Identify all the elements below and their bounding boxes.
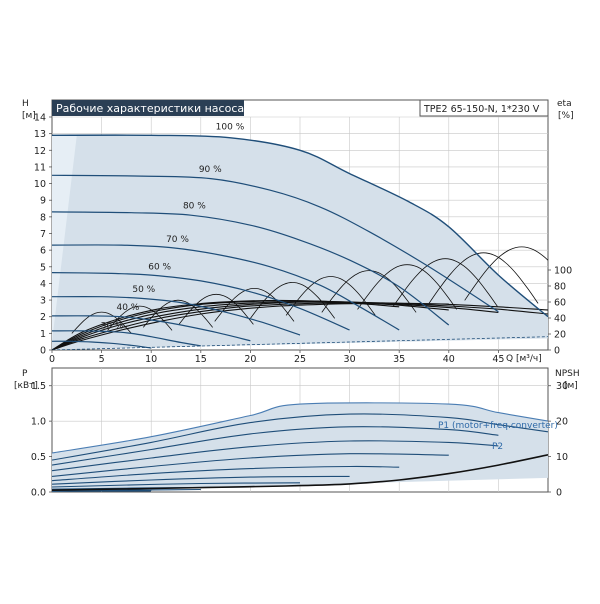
y-tick-label: 2 <box>40 312 46 323</box>
y-tick-label: 0 <box>40 346 46 357</box>
x-tick-label: 10 <box>145 354 157 365</box>
y2-tick-label: 20 <box>554 330 566 341</box>
speed-label-8: 30 % <box>101 321 124 331</box>
pump-curve-panel: 100 %90 %80 %70 %60 %50 %40 %30 % 012345… <box>22 99 579 365</box>
y-tick-label: 9 <box>40 196 46 207</box>
x-tick-label: 35 <box>393 354 405 365</box>
y-tick-label: 11 <box>34 162 46 173</box>
y2-tick-label: 40 <box>554 314 566 325</box>
p-tick-label: 0.5 <box>31 452 46 463</box>
y-axis-unit-p: [кВт] <box>14 381 38 391</box>
y-tick-label: 8 <box>40 212 46 223</box>
npsh-tick-label: 0 <box>556 488 562 499</box>
speed-label-1: 100 % <box>216 122 245 132</box>
speed-label-3: 80 % <box>183 202 206 212</box>
y2-axis-unit-npsh: [м] <box>564 381 578 391</box>
y2-axis-label-eta: eta <box>557 99 572 109</box>
speed-label-7: 40 % <box>116 303 139 313</box>
npsh-tick-label: 10 <box>556 452 568 463</box>
y-axis-unit-h: [м] <box>22 111 36 121</box>
x-tick-label: 20 <box>244 354 256 365</box>
p2-series-label: P2 <box>492 442 503 452</box>
speed-label-5: 60 % <box>148 262 171 272</box>
p-tick-label: 0.0 <box>31 488 46 499</box>
y2-tick-label: 80 <box>554 282 566 293</box>
x-axis-label-q: Q [м³/ч] <box>506 354 542 364</box>
y2-axis-unit-eta: [%] <box>558 111 574 121</box>
chart-title: Рабочие характеристики насоса <box>56 102 244 115</box>
y2-tick-label: 100 <box>554 266 572 277</box>
y2-tick-label: 60 <box>554 298 566 309</box>
x-tick-label: 0 <box>49 354 55 365</box>
model-label: TPE2 65-150-N, 1*230 V <box>423 104 540 115</box>
y-tick-label: 7 <box>40 229 46 240</box>
speed-label-4: 70 % <box>166 235 189 245</box>
y-tick-label: 5 <box>40 262 46 273</box>
p-tick-label: 1.0 <box>31 417 46 428</box>
y-axis-label-h: H <box>22 99 29 109</box>
y-tick-label: 10 <box>34 179 46 190</box>
y-tick-label: 12 <box>34 146 46 157</box>
x-tick-label: 45 <box>492 354 504 365</box>
speed-label-2: 90 % <box>199 165 222 175</box>
y-tick-label: 13 <box>34 129 46 140</box>
y2-axis-label-npsh: NPSH <box>555 369 580 379</box>
y-tick-label: 4 <box>40 279 46 290</box>
p1-series-label: P1 (motor+freq.converter) <box>438 421 558 431</box>
y-axis-label-p: P <box>22 369 28 379</box>
x-tick-label: 40 <box>443 354 455 365</box>
y2-tick-label: 0 <box>554 346 560 357</box>
x-tick-label: 15 <box>195 354 207 365</box>
x-tick-label: 5 <box>99 354 105 365</box>
x-tick-label: 25 <box>294 354 306 365</box>
x-tick-label: 30 <box>344 354 356 365</box>
y-tick-label: 6 <box>40 246 46 257</box>
y-tick-label: 1 <box>40 329 46 340</box>
speed-label-6: 50 % <box>132 285 155 295</box>
y-tick-label: 3 <box>40 296 46 307</box>
